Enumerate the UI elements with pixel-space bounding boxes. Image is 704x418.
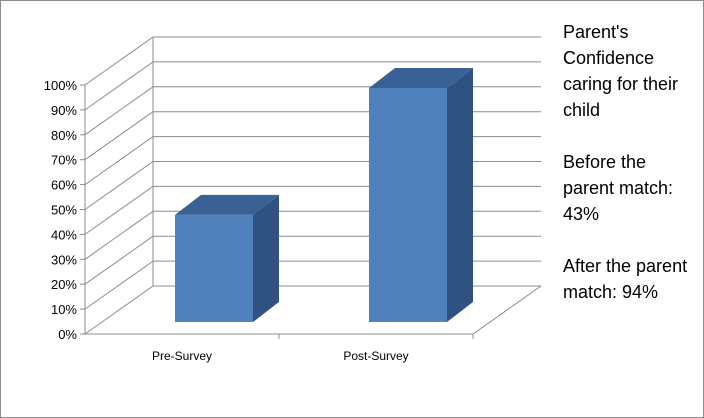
bar-top: [175, 194, 279, 215]
annotation-title: Parent's Confidence caring for their chi…: [563, 22, 679, 120]
y-tick-label: 10%: [51, 302, 77, 317]
gridline-side: [84, 136, 154, 186]
y-tick-label: 70%: [51, 153, 77, 168]
y-tick-label: 0%: [58, 327, 77, 342]
gridline-side: [84, 185, 154, 235]
gridline-side: [84, 235, 154, 285]
gridline-side: [84, 86, 154, 136]
gridline-side: [84, 210, 154, 260]
gridline-side: [84, 36, 154, 86]
side-annotation: Parent's Confidence caring for their chi…: [563, 19, 698, 305]
annotation-after: After the parent match: 94%: [563, 256, 688, 302]
y-tick-label: 40%: [51, 227, 77, 242]
bar: [369, 87, 447, 322]
gridline-side: [84, 111, 154, 161]
bar-side: [253, 194, 279, 322]
y-tick-label: 80%: [51, 128, 77, 143]
y-tick-label: 20%: [51, 277, 77, 292]
y-tick-label: 100%: [44, 78, 78, 93]
gridline-side: [84, 161, 154, 210]
y-tick-label: 30%: [51, 252, 77, 267]
bar-side: [447, 67, 473, 322]
gridline-side: [84, 285, 154, 335]
x-tick-label: Post-Survey: [343, 349, 408, 363]
y-tick-label: 60%: [51, 178, 77, 193]
bar: [175, 214, 253, 322]
floor-right-edge: [472, 285, 542, 335]
x-tick-label: Pre-Survey: [152, 349, 212, 363]
y-tick-label: 50%: [51, 203, 77, 218]
gridline-side: [84, 260, 154, 310]
annotation-before: Before the parent match: 43%: [563, 152, 674, 224]
y-tick-label: 90%: [51, 103, 77, 118]
bar-top: [369, 67, 473, 88]
bar-chart: 0% 10% 20% 30% 40% 50% 60% 70% 80% 90% 100% Pre-Sur…: [44, 36, 542, 363]
gridline-side: [84, 61, 154, 111]
